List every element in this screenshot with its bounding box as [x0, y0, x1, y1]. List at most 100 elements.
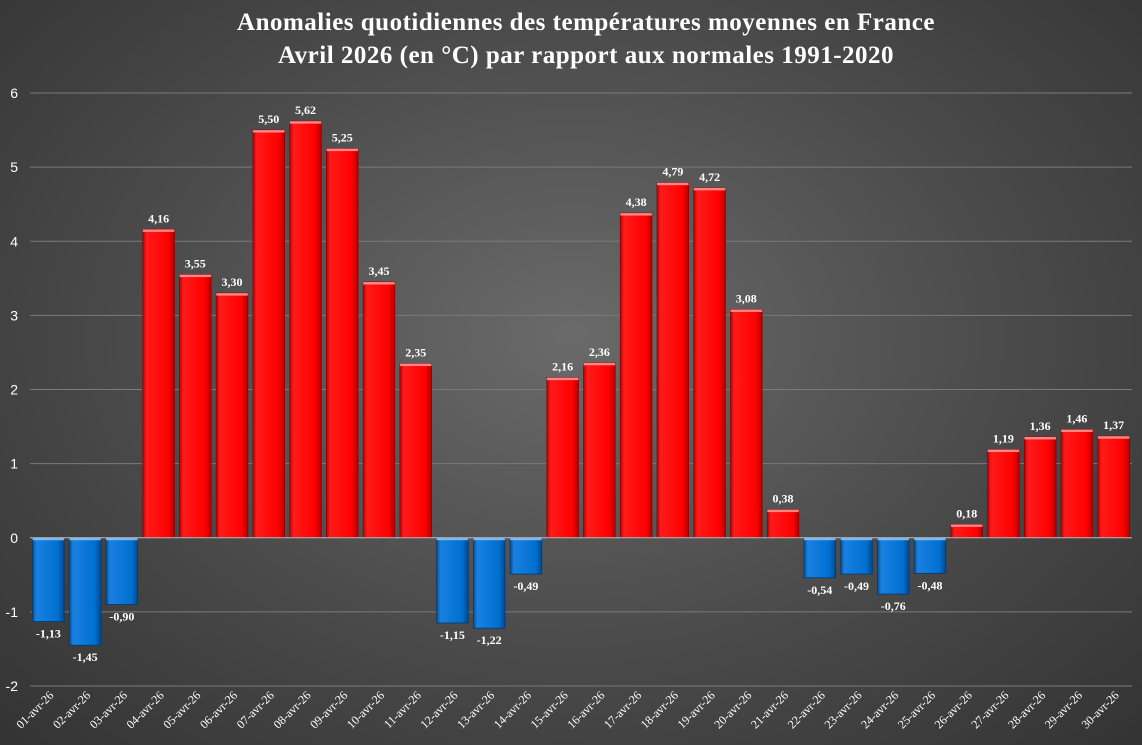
- data-label: -1,13: [36, 627, 61, 641]
- bar-highlight: [363, 282, 395, 285]
- bar: [436, 537, 469, 624]
- bar-highlight: [987, 449, 1020, 453]
- bar-highlight: [1061, 429, 1093, 433]
- x-tick-label: 29-avr-26: [1042, 688, 1085, 731]
- bar-highlight: [510, 537, 542, 541]
- bar: [1023, 436, 1057, 539]
- x-tick-label: 19-avr-26: [674, 688, 717, 731]
- bar-highlight: [142, 229, 175, 232]
- bar: [509, 537, 543, 575]
- bar-highlight: [803, 537, 836, 541]
- x-tick-label: 30-avr-26: [1079, 688, 1122, 731]
- bar-highlight: [179, 274, 212, 278]
- x-tick-label: 12-avr-26: [417, 688, 460, 731]
- y-tick-label: -1: [6, 604, 19, 620]
- x-tick-label: 06-avr-26: [197, 688, 240, 731]
- x-tick-label: 18-avr-26: [638, 688, 681, 731]
- x-tick-label: 21-avr-26: [748, 688, 791, 731]
- x-tick-label: 08-avr-26: [270, 688, 313, 731]
- x-tick-label: 23-avr-26: [821, 688, 864, 731]
- data-label: 3,45: [368, 264, 389, 278]
- data-label: 3,08: [736, 291, 757, 305]
- bar-highlight: [436, 537, 469, 541]
- x-tick-label: 17-avr-26: [601, 688, 644, 731]
- y-tick-label: 6: [10, 85, 18, 101]
- bar-highlight: [620, 213, 652, 216]
- bars: [32, 120, 1130, 646]
- x-tick-label: 15-avr-26: [528, 688, 571, 731]
- bar-highlight: [252, 130, 285, 133]
- data-label: -1,22: [477, 633, 502, 647]
- x-tick-label: 24-avr-26: [858, 688, 901, 731]
- bar-highlight: [877, 537, 910, 541]
- bar: [326, 148, 359, 539]
- data-labels: -1,13 -1,45 -0,90 4,16 3,55 3,30 5,50 5,62 5,25 3…: [36, 103, 1124, 664]
- x-tick-label: 13-avr-26: [454, 688, 497, 731]
- data-label: 4,72: [699, 170, 720, 184]
- data-label: 2,35: [405, 346, 426, 360]
- bar-highlight: [657, 182, 689, 186]
- data-label: 5,62: [295, 103, 316, 117]
- x-tick-label: 09-avr-26: [307, 688, 350, 731]
- bar: [840, 537, 873, 575]
- x-tick-label: 02-avr-26: [50, 688, 93, 731]
- bar-highlight: [840, 537, 873, 541]
- gridlines: [30, 92, 1132, 687]
- bar: [105, 537, 139, 605]
- x-tick-label: 01-avr-26: [13, 688, 56, 731]
- bar-highlight: [1024, 436, 1056, 440]
- x-tick-label: 27-avr-26: [968, 688, 1011, 731]
- bar-highlight: [950, 524, 983, 527]
- data-label: 1,36: [1030, 419, 1051, 433]
- bar-highlight: [289, 121, 322, 124]
- x-tick-label: 05-avr-26: [160, 688, 203, 731]
- bar: [693, 187, 726, 539]
- x-tick-label: 11-avr-26: [381, 688, 424, 731]
- bar-highlight: [546, 377, 579, 381]
- bar-highlight: [473, 537, 505, 541]
- data-label: -0,76: [881, 599, 906, 613]
- bar: [877, 537, 910, 595]
- bar: [362, 281, 396, 539]
- bar-highlight: [326, 148, 359, 152]
- y-tick-label: 4: [10, 233, 18, 249]
- bar: [913, 537, 947, 574]
- bar: [215, 292, 249, 539]
- data-label: 1,37: [1103, 418, 1124, 432]
- y-tick-label: 5: [10, 159, 18, 175]
- x-tick-label: 28-avr-26: [1005, 688, 1048, 731]
- y-tick-label: -2: [6, 678, 19, 694]
- y-axis: 6 5 4 3 2 1 0 -1 -2: [6, 85, 19, 694]
- data-label: 5,25: [332, 131, 353, 145]
- data-label: -0,90: [109, 609, 134, 623]
- bar: [1097, 435, 1130, 539]
- data-label: 3,30: [222, 275, 243, 289]
- bar-highlight: [32, 537, 65, 541]
- bar: [730, 309, 763, 539]
- chart-title: Anomalies quotidiennes des températures …: [237, 9, 935, 36]
- chart-subtitle: Avril 2026 (en °C) par rapport aux norma…: [278, 42, 894, 69]
- data-label: 4,38: [626, 195, 647, 209]
- bar: [656, 182, 690, 539]
- data-label: -0,54: [807, 583, 832, 597]
- bar-highlight: [767, 509, 799, 513]
- data-label: 4,79: [662, 165, 683, 179]
- x-tick-label: 25-avr-26: [895, 688, 938, 731]
- bar: [1060, 429, 1094, 539]
- data-label: 2,16: [552, 360, 573, 374]
- x-tick-label: 22-avr-26: [785, 688, 828, 731]
- y-tick-label: 1: [10, 456, 18, 472]
- bar: [803, 537, 836, 579]
- data-label: 4,16: [148, 211, 169, 225]
- bar-highlight: [106, 537, 138, 541]
- bar-highlight: [583, 362, 616, 366]
- bar-highlight: [693, 187, 726, 191]
- x-tick-label: 07-avr-26: [234, 688, 277, 731]
- data-label: 5,50: [258, 112, 279, 126]
- data-label: -0,49: [513, 579, 538, 593]
- bar: [179, 274, 212, 539]
- bar: [142, 228, 175, 539]
- bar: [619, 212, 653, 539]
- bar: [987, 449, 1020, 539]
